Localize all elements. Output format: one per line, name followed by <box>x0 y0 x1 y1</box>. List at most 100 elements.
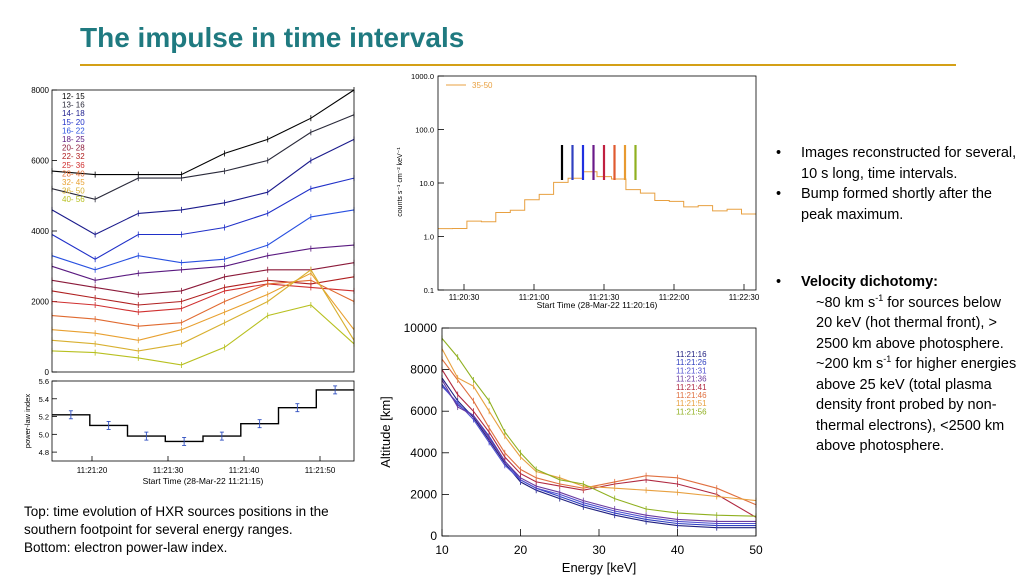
y-tick-label: 10000 <box>404 321 438 335</box>
bullet-item: • Bump formed shortly after the peak maxi… <box>776 186 992 223</box>
step-line <box>52 389 354 443</box>
x-tick-label: 11:21:00 <box>519 293 550 302</box>
y-tick-label: 8000 <box>31 86 49 95</box>
x-axis-label: Start Time (28-Mar-22 11:21:15) <box>143 476 264 486</box>
legend-label: 11:21:16 <box>676 350 707 359</box>
caption-line: southern footpoint for several energy ra… <box>24 522 293 537</box>
x-axis-label: Energy [keV] <box>562 560 636 575</box>
legend-label: 32- 45 <box>62 178 85 187</box>
bullet-item: • Velocity dichotomy: <box>776 274 938 290</box>
series-line <box>51 304 355 366</box>
y-tick-label: 0 <box>430 529 437 543</box>
y-tick-label: 0.1 <box>424 286 434 295</box>
legend-label: 12- 15 <box>62 92 85 101</box>
series-line <box>441 377 756 529</box>
caption-line: Bottom: electron power-law index. <box>24 540 228 555</box>
lightcurve-chart: 0.1 1.0 10.0 100.0 1000.0 11:20:30 11:21:00 11:… <box>397 72 760 310</box>
series-line <box>51 276 355 306</box>
legend-label: 18- 25 <box>62 135 85 144</box>
x-tick-label: 11:21:30 <box>153 466 184 475</box>
title-rule <box>80 64 956 66</box>
series-line <box>441 358 757 506</box>
series-line <box>51 272 355 341</box>
x-tick-label: 11:22:30 <box>729 293 760 302</box>
series-line <box>441 348 757 502</box>
y-tick-label: 4.8 <box>39 448 49 457</box>
legend-label: 11:21:51 <box>676 399 707 408</box>
slide-title: The impulse in time intervals <box>80 22 465 53</box>
x-tick-label: 11:20:30 <box>449 293 480 302</box>
legend-label: 15- 20 <box>62 118 85 127</box>
legend-label: 25- 36 <box>62 161 85 170</box>
x-tick-label: 30 <box>592 543 606 557</box>
y-tick-label: 5.2 <box>39 413 49 422</box>
y-tick-label: 1.0 <box>424 233 434 242</box>
x-tick-label: 50 <box>749 543 763 557</box>
x-tick-label: 11:22:00 <box>659 293 690 302</box>
x-tick-label: 11:21:40 <box>229 466 260 475</box>
x-axis-label: Start Time (28-Mar-22 11:20:16) <box>537 300 658 310</box>
y-tick-label: 1000.0 <box>411 72 434 81</box>
series-line <box>441 379 756 522</box>
legend-label: 35-50 <box>472 81 493 90</box>
legend-label: 28- 40 <box>62 169 85 178</box>
sub-bullet: ~80 km s-1 for sources below 20 keV (hot… <box>816 292 1004 352</box>
y-axis-label: Altitude [km] <box>378 396 393 468</box>
y-tick-label: 2000 <box>31 298 49 307</box>
y-tick-label: 4000 <box>410 446 437 460</box>
y-tick-label: 0 <box>45 368 50 377</box>
series-line <box>51 89 355 176</box>
x-tick-label: 11:21:30 <box>589 293 620 302</box>
series-line <box>51 269 355 352</box>
series-line <box>51 262 355 295</box>
series-line <box>51 114 355 200</box>
series-line <box>51 209 355 271</box>
legend-label: 36- 50 <box>62 187 85 196</box>
y-tick-label: 5.0 <box>39 430 49 439</box>
bullet-text: Images reconstructed for several, 10 s l… <box>801 145 1017 182</box>
y-tick-label: 4000 <box>31 227 49 236</box>
y-tick-label: 6000 <box>410 404 437 418</box>
series-line <box>441 385 756 525</box>
lightcurve-line <box>438 171 756 230</box>
legend-label: 40- 56 <box>62 195 85 204</box>
bullet-heading: Velocity dichotomy: <box>801 274 938 290</box>
y-tick-label: 2000 <box>410 487 437 501</box>
x-tick-label: 10 <box>435 543 449 557</box>
figure-caption: Top: time evolution of HXR sources posit… <box>24 503 374 557</box>
series-line <box>51 138 355 236</box>
series-line <box>51 283 355 313</box>
chart-frame <box>51 380 355 462</box>
y-tick-label: 5.4 <box>39 395 49 404</box>
chart-frame <box>437 75 757 291</box>
series-line <box>441 369 757 518</box>
x-tick-label: 20 <box>514 543 528 557</box>
series-line <box>51 244 355 281</box>
y-tick-label: 100.0 <box>415 126 434 135</box>
bullet-text: Bump formed shortly after the peak maxim… <box>801 186 992 223</box>
y-axis-label: power-law index <box>23 394 32 448</box>
legend-label: 11:21:31 <box>676 366 707 375</box>
legend-label: 22- 32 <box>62 152 85 161</box>
legend-label: 11:21:46 <box>676 391 707 400</box>
bullet-list: • Images reconstructed for several, 10 s … <box>770 143 1020 457</box>
sub-bullet: ~200 km s-1 for higher energies above 25… <box>816 354 1017 454</box>
x-tick-label: 40 <box>671 543 685 557</box>
caption-line: Top: time evolution of HXR sources posit… <box>24 504 329 519</box>
series-line <box>441 338 757 517</box>
legend-label: 11:21:36 <box>676 375 707 384</box>
y-tick-label: 5.6 <box>39 377 49 386</box>
y-axis-label: counts s⁻¹ cm⁻² keV⁻¹ <box>397 147 404 217</box>
series-line <box>51 279 355 327</box>
series-line <box>51 177 355 260</box>
y-tick-label: 8000 <box>410 363 437 377</box>
legend-label: 14- 18 <box>62 109 85 118</box>
x-tick-label: 11:21:20 <box>77 466 108 475</box>
altitude-energy-chart: 0 2000 4000 6000 8000 10000 10 20 30 40 50 11:21:1… <box>378 321 763 575</box>
legend-label: 16- 22 <box>62 126 85 135</box>
power-law-index-chart: 4.8 5.0 5.2 5.4 5.6 11:21:20 11:21:30 11:21:40 1… <box>23 377 355 486</box>
legend-label: 20- 28 <box>62 144 85 153</box>
legend-label: 11:21:41 <box>676 383 707 392</box>
chart-frame <box>51 89 355 373</box>
